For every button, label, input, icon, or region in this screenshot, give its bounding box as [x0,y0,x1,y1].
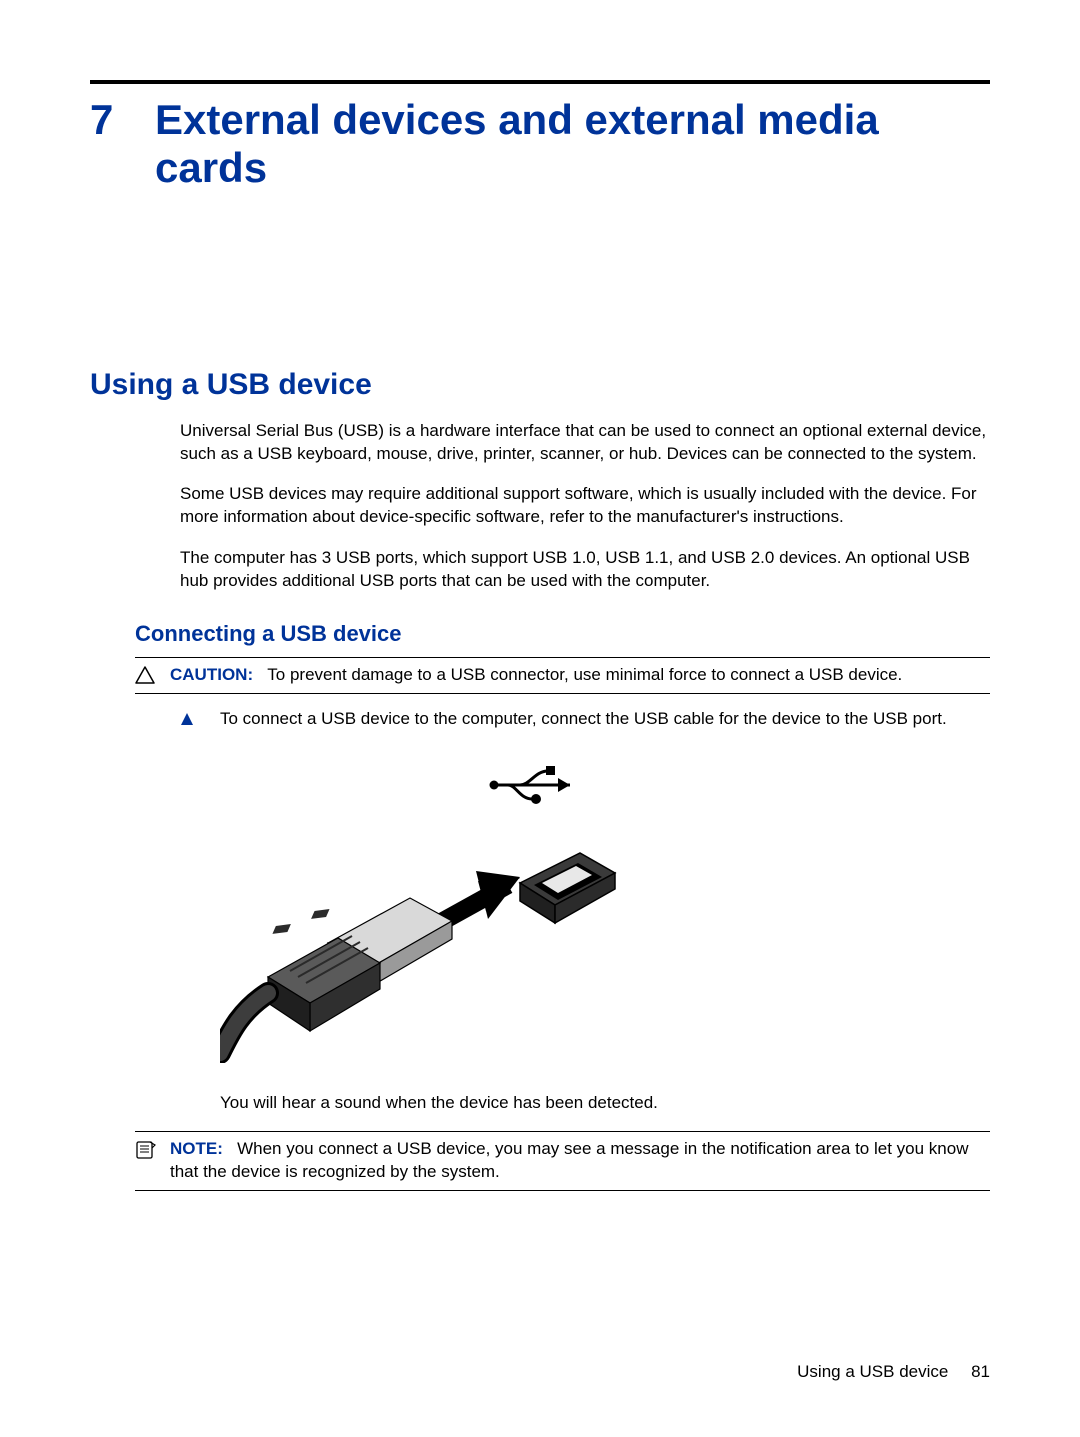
caution-callout: CAUTION: To prevent damage to a USB conn… [135,657,990,694]
note-label: NOTE: [170,1139,223,1158]
note-icon [135,1138,170,1160]
caution-text: To prevent damage to a USB connector, us… [267,665,902,684]
step-bullet-icon [180,708,220,733]
top-rule [90,80,990,84]
chapter-number: 7 [90,96,155,144]
caution-icon [135,664,170,684]
paragraph-2: Some USB devices may require additional … [180,483,990,529]
caution-body: CAUTION: To prevent damage to a USB conn… [170,664,990,687]
paragraph-3: The computer has 3 USB ports, which supp… [180,547,990,593]
page-footer: Using a USB device 81 [797,1362,990,1382]
step-row: To connect a USB device to the computer,… [180,708,990,733]
usb-connection-figure [220,763,650,1063]
caution-label: CAUTION: [170,665,253,684]
step-text: To connect a USB device to the computer,… [220,708,990,731]
subsection-heading-connecting-usb: Connecting a USB device [135,621,990,647]
footer-section-title: Using a USB device [797,1362,948,1381]
after-figure-text: You will hear a sound when the device ha… [220,1093,990,1113]
chapter-title: External devices and external media card… [155,96,990,193]
note-callout: NOTE: When you connect a USB device, you… [135,1131,990,1191]
paragraph-1: Universal Serial Bus (USB) is a hardware… [180,420,990,466]
manual-page: 7 External devices and external media ca… [0,0,1080,1437]
chapter-heading: 7 External devices and external media ca… [90,96,990,193]
footer-page-number: 81 [971,1362,990,1381]
note-body: NOTE: When you connect a USB device, you… [170,1138,990,1184]
section-heading-using-usb: Using a USB device [90,368,990,402]
note-text: When you connect a USB device, you may s… [170,1139,968,1181]
